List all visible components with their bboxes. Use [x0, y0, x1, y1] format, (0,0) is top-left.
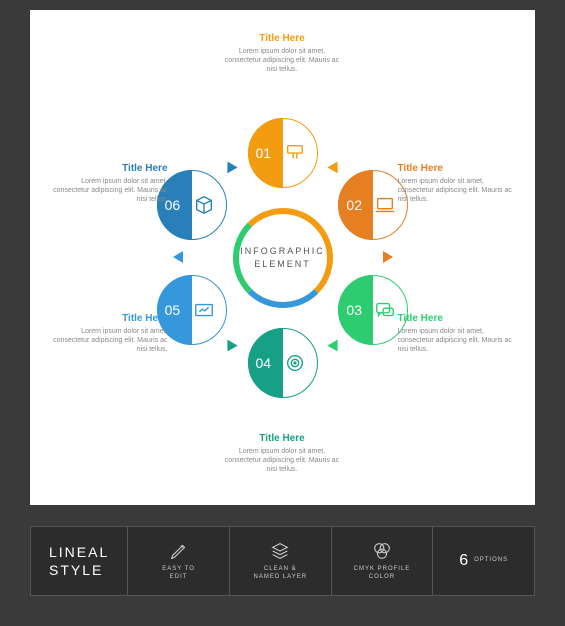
footer-feature: EASY TOEDIT [127, 527, 229, 595]
circular-diagram: INFOGRAPHICELEMENT 01 02 03 04 05 06 Tit… [53, 28, 513, 488]
node-number: 02 [346, 197, 362, 213]
text-block-01: Title Here Lorem ipsum dolor sit amet, c… [225, 33, 340, 74]
footer-options: 6 OPTIONS [432, 527, 534, 595]
box-icon [193, 194, 215, 216]
footer-brand: LINEALSTYLE [31, 543, 127, 579]
node-body: Lorem ipsum dolor sit amet, consectetur … [398, 327, 513, 354]
node-title: Title Here [398, 313, 513, 324]
connector-arrow [173, 251, 183, 263]
target-icon [284, 352, 306, 374]
laptop-icon [374, 194, 396, 216]
node-body: Lorem ipsum dolor sit amet, consectetur … [225, 47, 340, 74]
text-block-05: Title Here Lorem ipsum dolor sit amet, c… [53, 313, 168, 354]
options-count: 6 [459, 552, 468, 570]
text-block-04: Title Here Lorem ipsum dolor sit amet, c… [225, 433, 340, 474]
footer-feature-label: CLEAN &NAMED LAYER [253, 566, 307, 582]
options-label: OPTIONS [474, 557, 508, 565]
node-body: Lorem ipsum dolor sit amet, consectetur … [53, 177, 168, 204]
main-panel: INFOGRAPHICELEMENT 01 02 03 04 05 06 Tit… [30, 10, 535, 505]
node-01: 01 [248, 118, 318, 188]
chart-icon [193, 299, 215, 321]
connector-arrow [383, 251, 393, 263]
node-number: 01 [256, 145, 272, 161]
node-body: Lorem ipsum dolor sit amet, consectetur … [53, 327, 168, 354]
node-title: Title Here [53, 163, 168, 174]
node-number: 03 [346, 302, 362, 318]
footer-feature: CMYK PROFILECOLOR [331, 527, 433, 595]
brush-icon [284, 142, 306, 164]
node-body: Lorem ipsum dolor sit amet, consectetur … [225, 447, 340, 474]
palette-icon [371, 540, 393, 562]
center-circle: INFOGRAPHICELEMENT [233, 208, 333, 308]
text-block-03: Title Here Lorem ipsum dolor sit amet, c… [398, 313, 513, 354]
node-title: Title Here [53, 313, 168, 324]
footer-feature-label: CMYK PROFILECOLOR [354, 566, 411, 582]
node-title: Title Here [225, 33, 340, 44]
node-body: Lorem ipsum dolor sit amet, consectetur … [398, 177, 513, 204]
chat-icon [374, 299, 396, 321]
node-04: 04 [248, 328, 318, 398]
center-label: INFOGRAPHICELEMENT [240, 245, 325, 270]
node-title: Title Here [225, 433, 340, 444]
node-title: Title Here [398, 163, 513, 174]
text-block-06: Title Here Lorem ipsum dolor sit amet, c… [53, 163, 168, 204]
footer-bar: LINEALSTYLE EASY TOEDIT CLEAN &NAMED LAY… [30, 526, 535, 596]
pencil-icon [168, 540, 190, 562]
text-block-02: Title Here Lorem ipsum dolor sit amet, c… [398, 163, 513, 204]
footer-feature-label: EASY TOEDIT [162, 566, 195, 582]
footer-feature: CLEAN &NAMED LAYER [229, 527, 331, 595]
node-number: 04 [256, 355, 272, 371]
layers-icon [269, 540, 291, 562]
